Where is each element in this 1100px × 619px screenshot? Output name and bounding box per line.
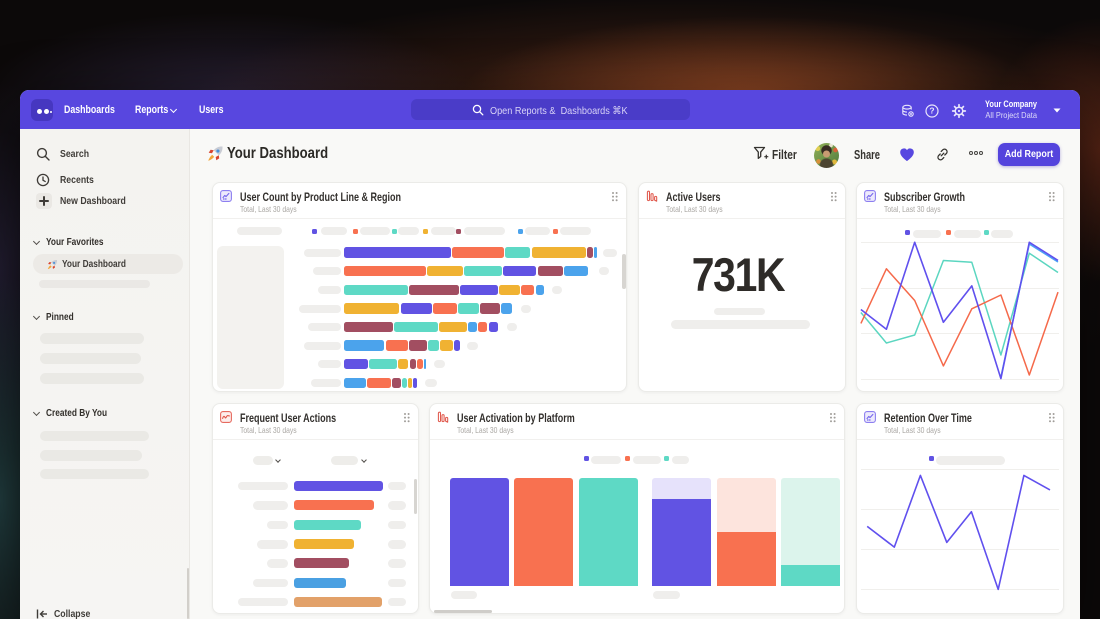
svg-text:?: ? <box>929 105 934 115</box>
